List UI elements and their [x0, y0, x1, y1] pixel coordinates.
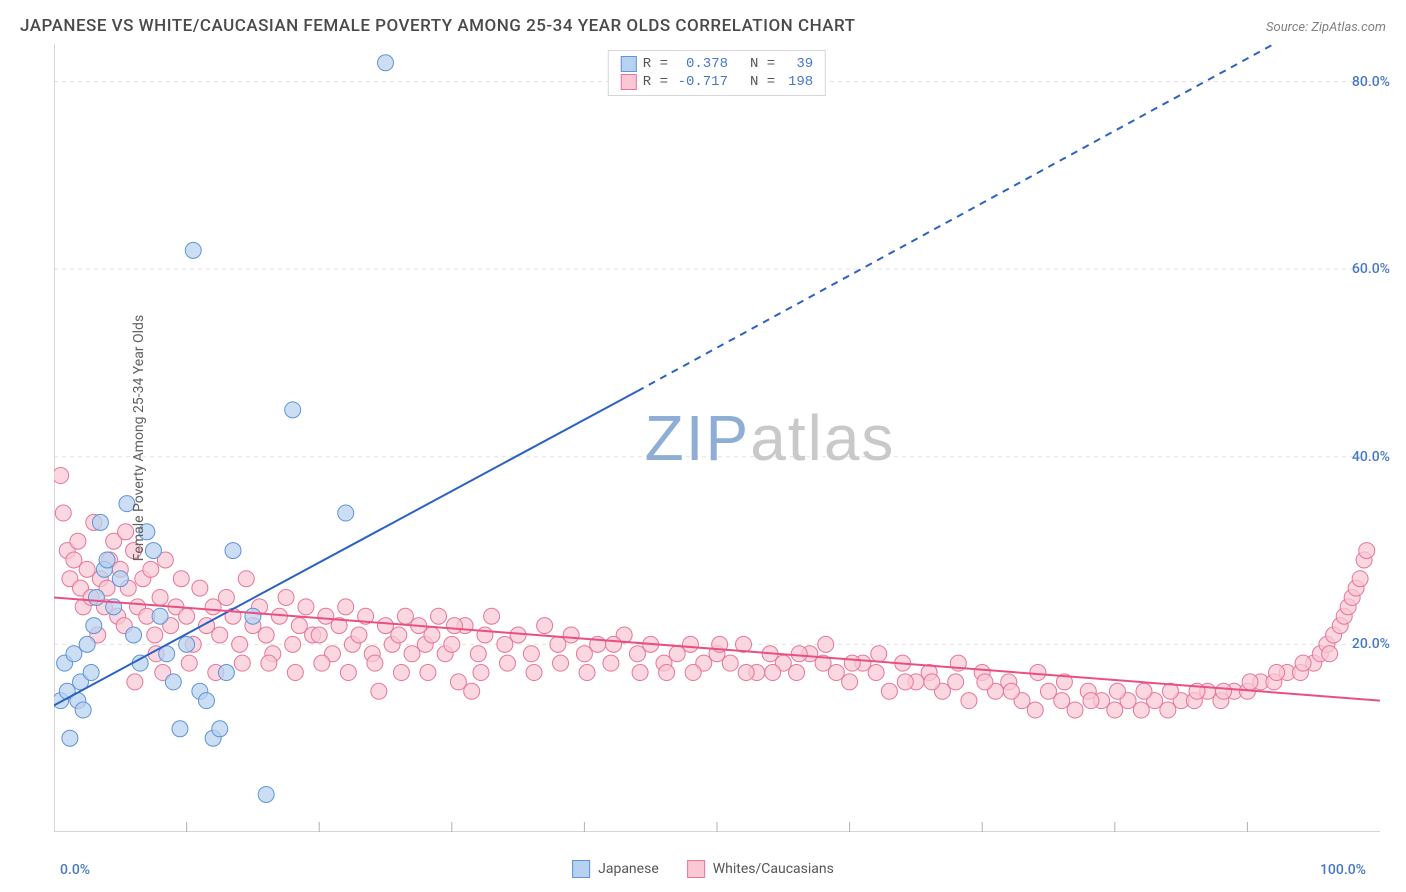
- stat-r-value-a: 0.378: [674, 55, 728, 73]
- legend-label-japanese: Japanese: [598, 861, 659, 877]
- legend-swatch-japanese: [572, 860, 590, 878]
- series-legend: Japanese Whites/Caucasians: [572, 860, 834, 878]
- x-axis-min-label: 0.0%: [60, 862, 90, 878]
- stat-n-value-b: 198: [781, 73, 813, 91]
- y-tick-label: 60.0%: [1352, 261, 1390, 277]
- legend-item-whites: Whites/Caucasians: [687, 860, 834, 878]
- chart-title: JAPANESE VS WHITE/CAUCASIAN FEMALE POVER…: [20, 16, 856, 36]
- plot-area: Female Poverty Among 25-34 Year Olds ZIP…: [54, 44, 1380, 832]
- stat-n-label-2: N =: [750, 73, 775, 91]
- stat-r-label-2: R =: [643, 73, 668, 91]
- stats-legend: R = 0.378 N = 39 R = -0.717 N = 198: [608, 50, 826, 96]
- stat-n-label: N =: [750, 55, 775, 73]
- legend-item-japanese: Japanese: [572, 860, 659, 878]
- source-label: Source: ZipAtlas.com: [1266, 20, 1386, 35]
- x-axis-max-label: 100.0%: [1320, 862, 1366, 878]
- legend-swatch-whites: [687, 860, 705, 878]
- stat-r-label: R =: [643, 55, 668, 73]
- stats-row-whites: R = -0.717 N = 198: [621, 73, 813, 91]
- swatch-japanese: [621, 56, 637, 72]
- y-tick-label: 20.0%: [1352, 636, 1390, 652]
- swatch-whites: [621, 74, 637, 90]
- y-tick-label: 80.0%: [1352, 74, 1390, 90]
- legend-label-whites: Whites/Caucasians: [713, 861, 834, 877]
- y-tick-label: 40.0%: [1352, 449, 1390, 465]
- scatter-chart: [54, 44, 1380, 832]
- stat-n-value-a: 39: [781, 55, 813, 73]
- y-axis-label: Female Poverty Among 25-34 Year Olds: [131, 315, 147, 561]
- stat-r-value-b: -0.717: [674, 73, 728, 91]
- stats-row-japanese: R = 0.378 N = 39: [621, 55, 813, 73]
